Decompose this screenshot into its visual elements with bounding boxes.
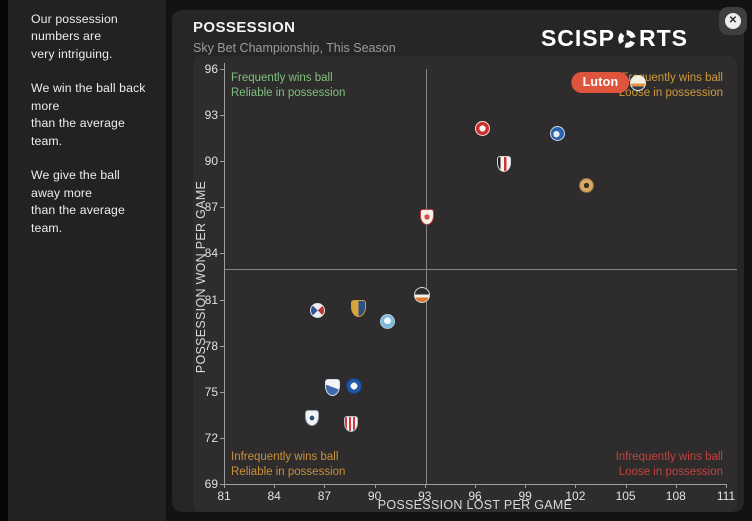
- close-icon: ✕: [725, 13, 741, 29]
- x-tick-mark: [575, 484, 577, 488]
- average-line-vertical: [425, 69, 427, 484]
- x-tick-label: 87: [317, 489, 332, 503]
- x-tick-label: 102: [565, 489, 586, 503]
- team-badge-crest-blue-roundel-white-core: [345, 377, 362, 394]
- x-tick-label: 93: [418, 489, 432, 503]
- team-badge-crest-gold-blue-shield: [351, 300, 367, 318]
- x-tick-mark: [475, 484, 476, 488]
- y-tick-mark: [220, 437, 224, 439]
- x-tick-label: 90: [367, 489, 382, 503]
- team-badge-luton: [630, 74, 647, 91]
- scisports-logo-swirl-icon: [618, 29, 636, 48]
- page-subtitle: Sky Bet Championship, This Season: [193, 41, 396, 55]
- y-axis-label: POSSESSION WON PER GAME: [194, 180, 209, 373]
- x-tick-mark: [424, 484, 426, 488]
- quadrant-label-bottom-left: Infrequently wins ball Reliable in posse…: [231, 451, 346, 478]
- y-tick-label: 69: [204, 477, 218, 491]
- possession-panel: POSSESSION Sky Bet Championship, This Se…: [172, 10, 744, 512]
- close-button[interactable]: ✕: [719, 7, 747, 35]
- team-badge-crest-white-shield-red-border: [420, 208, 435, 225]
- y-tick-mark: [220, 484, 224, 485]
- y-tick-label: 81: [204, 292, 218, 307]
- y-tick-mark: [220, 161, 224, 163]
- y-tick-mark: [220, 345, 224, 347]
- y-tick-label: 72: [204, 430, 218, 445]
- commentary-paragraph: We win the ball back more than the avera…: [31, 81, 146, 148]
- y-tick-mark: [220, 391, 224, 393]
- y-tick-mark: [220, 69, 224, 70]
- team-badge-crest-blue-red-roundel: [309, 302, 325, 318]
- x-tick-mark: [726, 484, 727, 488]
- team-badge-crest-red-roundel: [475, 121, 491, 137]
- commentary-paragraph: Our possession numbers are very intrigui…: [31, 12, 118, 61]
- y-axis-line: [224, 63, 225, 69]
- plot-area: Frequently wins ball Reliable in possess…: [224, 63, 737, 485]
- left-edge-strip: [0, 0, 8, 521]
- possession-chart: POSSESSION WON PER GAME POSSESSION LOST …: [193, 56, 737, 512]
- x-tick-label: 108: [665, 489, 686, 503]
- x-tick-label: 99: [518, 489, 532, 503]
- x-tick-mark: [224, 484, 225, 488]
- y-tick-mark: [220, 207, 224, 209]
- x-tick-mark: [525, 484, 527, 488]
- commentary-sidebar: Our possession numbers are very intrigui…: [8, 0, 166, 521]
- y-tick-label: 78: [204, 338, 218, 353]
- luton-label-pill: Luton: [571, 71, 630, 93]
- quadrant-label-bottom-right: Infrequently wins ball Loose in possessi…: [615, 451, 723, 478]
- panel-header: POSSESSION Sky Bet Championship, This Se…: [193, 19, 724, 59]
- x-tick-mark: [374, 484, 376, 488]
- scisports-logo-text: SCISP: [540, 25, 615, 51]
- y-tick-label: 87: [204, 200, 218, 215]
- x-tick-mark: [675, 484, 677, 488]
- y-tick-label: 93: [204, 108, 218, 123]
- y-tick-label: 90: [204, 154, 218, 169]
- y-tick-mark: [220, 299, 224, 301]
- commentary-paragraph: We give the ball away more than the aver…: [31, 168, 125, 235]
- y-tick-mark: [220, 253, 224, 255]
- team-badge-crest-blue-white-shield: [324, 378, 340, 396]
- team-badge-crest-white-navy-shield: [305, 409, 319, 426]
- average-line-horizontal: [225, 268, 737, 270]
- y-tick-label: 96: [204, 62, 218, 76]
- team-badge-crest-black-white-orange-roundel: [414, 286, 431, 303]
- y-tick-mark: [220, 115, 224, 117]
- quadrant-label-top-left: Frequently wins ball Reliable in possess…: [231, 72, 346, 99]
- x-tick-mark: [625, 484, 627, 488]
- x-tick-label: 96: [468, 489, 482, 503]
- x-tick-label: 81: [217, 489, 231, 503]
- x-tick-label: 84: [267, 489, 281, 503]
- team-badge-crest-amber-black-roundel: [578, 178, 594, 194]
- x-tick-mark: [324, 484, 326, 488]
- x-tick-label: 111: [716, 489, 736, 503]
- team-badge-crest-blue-roundel: [550, 126, 566, 142]
- scisports-logo: SCISP RTS: [541, 25, 688, 52]
- team-badge-crest-white-shield-red-stripe: [497, 156, 512, 173]
- scisports-logo-text: RTS: [639, 25, 688, 51]
- x-axis-label: POSSESSION LOST PER GAME: [377, 498, 573, 512]
- y-tick-label: 75: [204, 384, 218, 399]
- team-badge-crest-red-white-striped-shield: [343, 416, 358, 433]
- x-tick-mark: [274, 484, 276, 488]
- team-badge-crest-sky-blue-roundel: [379, 313, 395, 329]
- page-title: POSSESSION: [193, 19, 296, 36]
- y-tick-label: 84: [204, 246, 218, 261]
- x-tick-label: 105: [615, 489, 636, 503]
